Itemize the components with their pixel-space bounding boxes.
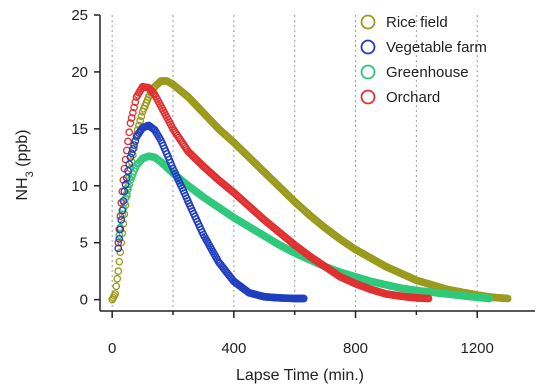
data-point-orchard: [114, 238, 123, 247]
legend-marker: [360, 14, 376, 30]
data-point-orchard: [131, 98, 140, 107]
data-point-orchard: [124, 137, 132, 146]
data-point-vegetable-farm: [130, 141, 138, 149]
legend-label: Rice field: [386, 14, 448, 31]
data-point-rice-field: [503, 294, 512, 303]
data-point-rice-field: [112, 282, 121, 291]
data-point-vegetable-farm: [126, 153, 135, 162]
legend-marker: [360, 89, 376, 105]
y-tick-label: 15: [71, 121, 88, 138]
data-point-orchard: [130, 103, 138, 112]
data-point-vegetable-farm: [119, 197, 128, 205]
data-point-orchard: [126, 119, 135, 128]
data-point-greenhouse: [122, 189, 131, 198]
data-point-rice-field: [136, 117, 144, 125]
data-point-vegetable-farm: [127, 149, 136, 158]
y-tick-label: 0: [80, 292, 88, 309]
x-tick-label: 800: [343, 340, 368, 357]
grid-layer: [111, 15, 478, 311]
data-point-rice-field: [115, 257, 124, 266]
data-point-orchard: [424, 294, 433, 303]
ticks-layer: 0 5 10 15 20 25 0 400 800 1200: [71, 7, 494, 357]
y-tick-label: 20: [71, 64, 88, 81]
data-point-rice-field: [114, 267, 123, 275]
legend-marker: [360, 64, 376, 80]
data-point-greenhouse: [125, 180, 134, 189]
data-point-rice-field: [116, 248, 125, 257]
y-tick-label: 25: [71, 7, 88, 24]
legend-label: Orchard: [386, 89, 440, 106]
y-axis-title-subscript: 3: [24, 171, 36, 177]
legend-label: Vegetable farm: [386, 39, 487, 56]
x-tick-label: 400: [221, 340, 246, 357]
data-point-vegetable-farm: [117, 216, 126, 224]
x-axis-title: Lapse Time (min.): [236, 367, 364, 384]
data-point-greenhouse: [485, 294, 494, 303]
series: [114, 121, 308, 303]
data-point-vegetable-farm: [116, 225, 125, 234]
x-tick-label: 1200: [461, 340, 494, 357]
data-point-rice-field: [111, 290, 120, 298]
data-point-orchard: [117, 199, 126, 207]
data-point-vegetable-farm: [129, 145, 137, 153]
data-point-orchard: [127, 114, 136, 122]
data-point-rice-field: [113, 274, 122, 283]
y-axis-title-unit: (ppb): [14, 129, 31, 171]
y-tick-label: 10: [71, 178, 88, 195]
data-point-rice-field: [137, 112, 146, 121]
legend: Rice field Vegetable farm Greenhouse Orchar…: [360, 14, 487, 106]
data-point-orchard: [125, 128, 134, 137]
data-point-rice-field: [117, 238, 126, 247]
data-point-vegetable-farm: [299, 294, 308, 303]
y-tick-label: 5: [80, 235, 88, 252]
data-point-orchard: [129, 108, 137, 117]
data-point-vegetable-farm: [115, 235, 124, 243]
x-tick-label: 0: [108, 340, 116, 357]
series-layer: [108, 77, 512, 304]
y-axis-title-main: NH: [14, 177, 31, 200]
data-point-vegetable-farm: [114, 244, 123, 253]
y-axis-title: NH3 (ppb): [14, 129, 36, 200]
legend-marker: [360, 39, 376, 55]
data-point-vegetable-farm: [118, 206, 127, 215]
series: [114, 82, 433, 303]
legend-label: Greenhouse: [386, 64, 469, 81]
